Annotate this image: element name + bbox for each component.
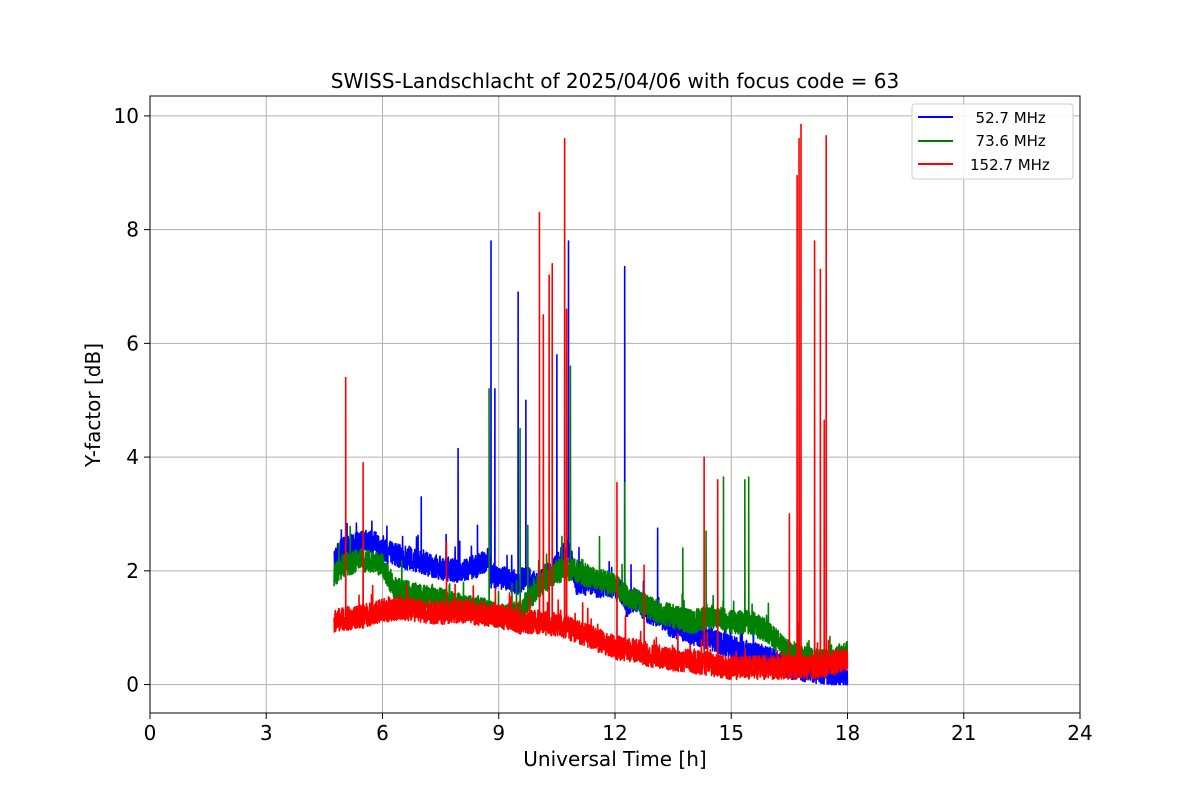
x-tick-label: 15 [719, 721, 744, 745]
y-axis-label: Y-factor [dB] [81, 343, 105, 468]
y-tick-label: 6 [126, 331, 139, 355]
x-tick-label: 9 [492, 721, 505, 745]
y-tick-label: 10 [114, 104, 139, 128]
x-tick-label: 3 [260, 721, 273, 745]
legend-entry-73-6: 73.6 MHz [966, 132, 1046, 150]
x-tick-label: 21 [951, 721, 976, 745]
y-tick-label: 8 [126, 218, 139, 242]
legend-box [911, 103, 1074, 180]
y-tick-label: 0 [126, 673, 139, 697]
legend-entry-152-7: 152.7 MHz [970, 156, 1050, 174]
legend: 52.7 MHz 73.6 MHz 152.7 MHz [911, 103, 1074, 180]
series-line-2 [333, 123, 849, 681]
x-tick-label: 12 [602, 721, 627, 745]
x-axis-label: Universal Time [h] [523, 747, 706, 771]
grid [150, 96, 1080, 713]
y-tick-label: 4 [126, 445, 139, 469]
y-tick-label: 2 [126, 559, 139, 583]
x-tick-label: 24 [1067, 721, 1092, 745]
chart-title: SWISS-Landschlacht of 2025/04/06 with fo… [331, 69, 899, 93]
series-lines [333, 123, 849, 686]
x-tick-label: 18 [835, 721, 860, 745]
series-line-1 [333, 365, 849, 675]
x-tick-label: 6 [376, 721, 389, 745]
x-tick-label: 0 [144, 721, 157, 745]
legend-entry-52-7: 52.7 MHz [966, 109, 1046, 127]
